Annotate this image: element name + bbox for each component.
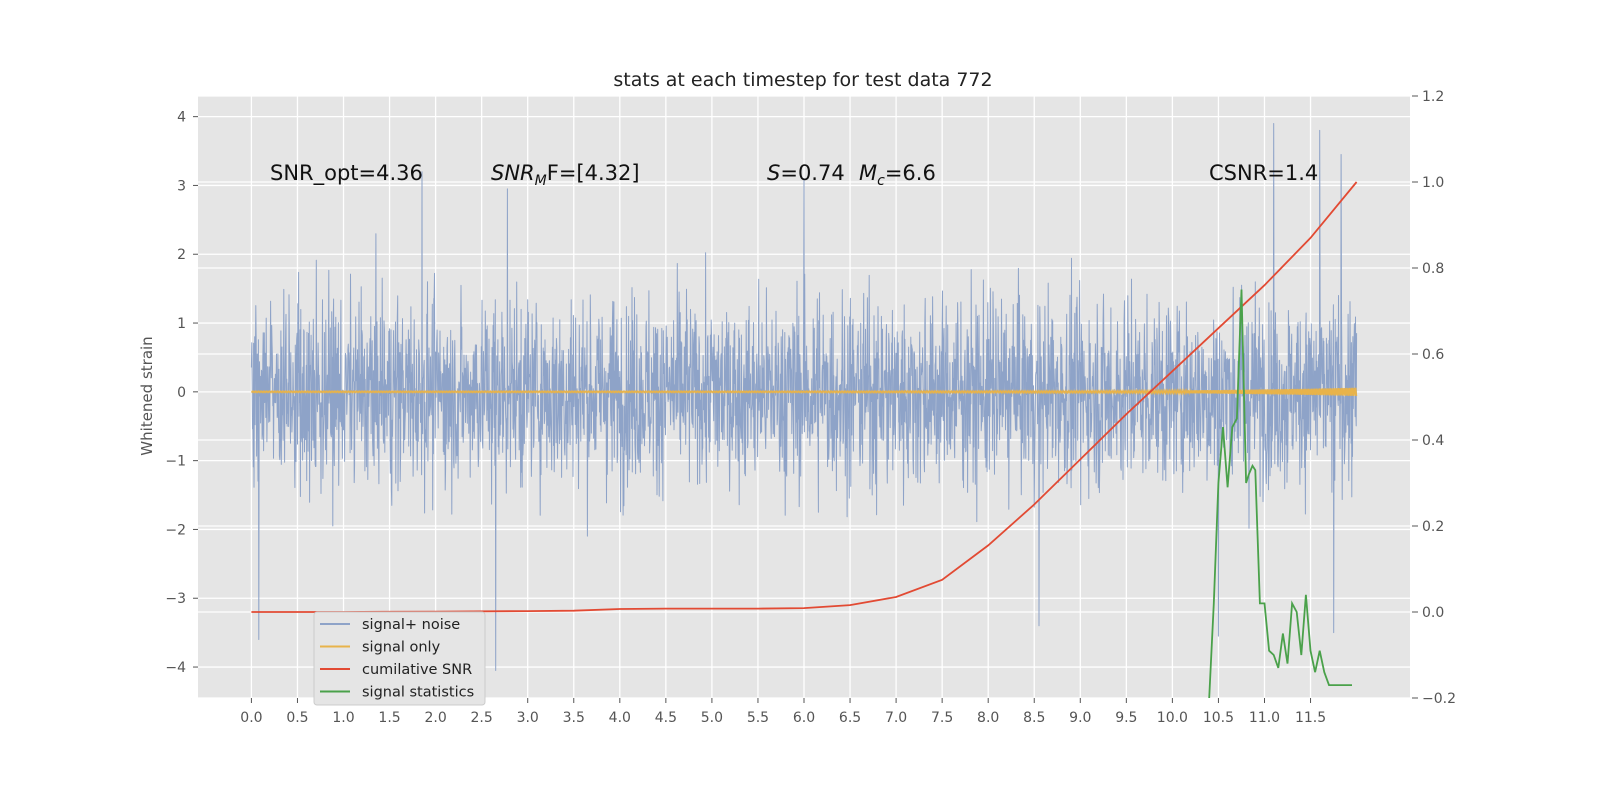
annotation-snr-mf-main: SNR [491, 161, 535, 185]
y-tick-label: −1 [165, 454, 186, 470]
x-axis-ticks: 0.0 0.5 1.0 1.5 2.0 2.5 3.0 3.5 4.0 4.5 5.0 5.5 6.0 6… [240, 698, 1326, 726]
y-axis-label: Whitened strain [138, 336, 156, 455]
annotation-s: S=0.74 [767, 161, 845, 185]
y-axis-ticks: 4 3 2 1 0 −1 −2 −3 −4 [165, 110, 198, 676]
x-tick-label: 3.5 [563, 710, 585, 726]
x-tick-label: 11.0 [1249, 710, 1280, 726]
x-tick-label: 6.5 [839, 710, 861, 726]
annotation-snr-mf-rest: F=[4.32] [547, 161, 640, 185]
x-tick-label: 7.5 [931, 710, 953, 726]
annotation-mc-main: M [859, 161, 877, 185]
y2-tick-label: 0.4 [1422, 433, 1444, 449]
legend-box [313, 611, 486, 706]
x-tick-label: 9.5 [1115, 710, 1137, 726]
x-tick-label: 9.0 [1069, 710, 1091, 726]
annotation-s-rest: =0.74 [780, 161, 844, 185]
y2-axis-ticks: 1.2 1.0 0.8 0.6 0.4 0.2 0.0 −0.2 [1412, 89, 1456, 707]
x-tick-label: 1.5 [378, 710, 400, 726]
annotation-snr-mf-sub: M [535, 173, 547, 189]
x-tick-label: 8.5 [1023, 710, 1045, 726]
annotation-snr-mf: SNRMF=[4.32] [491, 161, 640, 189]
x-tick-label: 2.0 [424, 710, 446, 726]
signal-only-line [250, 387, 1358, 397]
y-tick-label: 0 [177, 385, 186, 401]
y2-tick-label: 0.6 [1422, 347, 1444, 363]
y2-tick-label: 0.0 [1422, 605, 1444, 621]
y-tick-label: 1 [177, 316, 186, 332]
x-tick-label: 5.5 [747, 710, 769, 726]
signal-noise-line [250, 123, 1358, 671]
legend-entries: signal+ noise signal only cumilative SNR si… [320, 617, 474, 701]
legend-label: signal statistics [362, 685, 474, 701]
x-tick-label: 0.5 [286, 710, 308, 726]
x-tick-label: 10.5 [1203, 710, 1234, 726]
x-tick-label: 7.0 [885, 710, 907, 726]
legend-label: cumilative SNR [362, 662, 472, 678]
annotation-mc-rest: =6.6 [885, 161, 936, 185]
cumulative-snr-series [251, 181, 1358, 613]
x-tick-label: 4.0 [609, 710, 631, 726]
annotations: SNR_opt=4.36 SNRMF=[4.32] S=0.74 Mc=6.6 … [270, 161, 1318, 189]
signal-statistics-series [1208, 289, 1352, 699]
annotation-mc: Mc=6.6 [859, 161, 936, 189]
y-tick-label: −2 [165, 522, 186, 538]
x-tick-label: 6.0 [793, 710, 815, 726]
annotation-snr-opt: SNR_opt=4.36 [270, 161, 423, 186]
y2-tick-label: 0.8 [1422, 261, 1444, 277]
x-tick-label: 1.0 [332, 710, 354, 726]
x-tick-label: 11.5 [1295, 710, 1326, 726]
signal-noise-series [250, 123, 1358, 671]
x-tick-label: 8.0 [977, 710, 999, 726]
y-tick-label: 2 [177, 247, 186, 263]
y-tick-label: −4 [165, 660, 186, 676]
y-tick-label: 4 [177, 110, 186, 126]
chart-title: stats at each timestep for test data 772 [613, 69, 992, 91]
x-tick-label: 2.5 [471, 710, 493, 726]
cumulative-snr-line [251, 181, 1358, 613]
annotation-mc-sub: c [877, 173, 885, 189]
x-tick-label: 5.0 [701, 710, 723, 726]
y-tick-label: −3 [165, 591, 186, 607]
legend-label: signal+ noise [362, 617, 460, 633]
y2-tick-label: 1.2 [1422, 89, 1444, 105]
annotation-s-main: S [767, 161, 780, 185]
y2-tick-label: 1.0 [1422, 175, 1444, 191]
x-tick-label: 4.5 [655, 710, 677, 726]
x-tick-label: 3.0 [517, 710, 539, 726]
signal-statistics-line [1208, 289, 1352, 699]
x-tick-label: 10.0 [1157, 710, 1188, 726]
legend-label: signal only [362, 640, 441, 656]
legend: signal+ noise signal only cumilative SNR si… [313, 611, 486, 706]
signal-only-series [250, 387, 1358, 397]
y-tick-label: 3 [177, 178, 186, 194]
y2-tick-label: −0.2 [1422, 691, 1456, 707]
y2-tick-label: 0.2 [1422, 519, 1444, 535]
x-tick-label: 0.0 [240, 710, 262, 726]
annotation-csnr: CSNR=1.4 [1209, 161, 1318, 185]
